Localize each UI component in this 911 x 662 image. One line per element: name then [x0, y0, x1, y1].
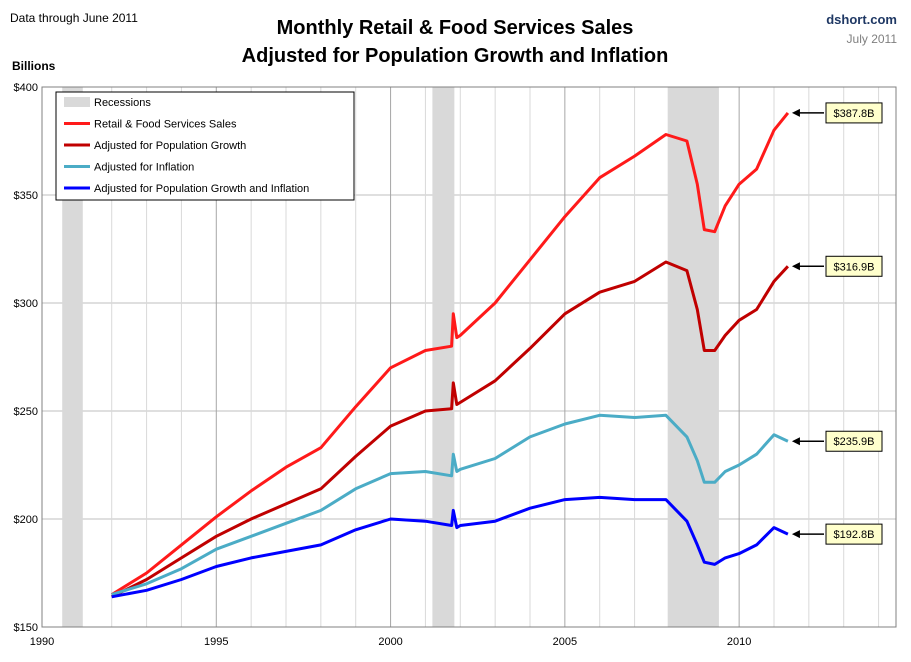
source-label: dshort.com: [826, 12, 897, 27]
end-label-box: [825, 430, 883, 452]
end-label-value: $387.8B: [834, 108, 875, 120]
legend-label: Adjusted for Population Growth: [94, 140, 246, 152]
plot-frame: [41, 86, 897, 628]
x-tick-label: 2005: [553, 636, 577, 648]
x-tick-label: 1995: [204, 636, 228, 648]
end-label-box: [825, 255, 883, 277]
x-axis-ticks: 1990 1995 2000 2005 2010: [30, 636, 752, 648]
date-label: July 2011: [847, 32, 898, 46]
end-label-arrowhead: [791, 530, 800, 539]
end-label-arrowhead: [791, 437, 800, 446]
y-axis-ticks: $150 $200 $250 $300 $350 $400: [14, 82, 38, 634]
chart-title-line1: Monthly Retail & Food Services Sales: [277, 17, 634, 39]
series-line-3: [111, 413, 789, 597]
x-tick-label: 2000: [378, 636, 402, 648]
end-label-value: $235.9B: [834, 436, 875, 448]
legend-label: Adjusted for Inflation: [94, 162, 194, 174]
end-label-arrowhead: [791, 262, 800, 271]
y-axis-units: Billions: [12, 59, 56, 73]
recession-band: [432, 87, 455, 627]
legend-label: Recessions: [94, 97, 151, 109]
end-labels: $387.8B $316.9B $235.9B $192.8B: [791, 102, 883, 545]
y-tick-label: $350: [14, 190, 38, 202]
series-layer: [110, 111, 790, 599]
legend-swatch-recessions: [64, 97, 90, 107]
chart-title-line2: Adjusted for Population Growth and Infla…: [242, 45, 669, 67]
x-tick-label: 1990: [30, 636, 54, 648]
legend: Recessions Retail & Food Services Sales Ad…: [55, 91, 355, 201]
end-label-box: [825, 102, 883, 124]
y-tick-label: $400: [14, 82, 38, 94]
series-line-1: [110, 111, 790, 596]
series-line-4: [111, 495, 789, 599]
end-label-value: $192.8B: [834, 529, 875, 541]
legend-label: Retail & Food Services Sales: [94, 119, 237, 131]
legend-box: [55, 91, 355, 201]
y-tick-label: $200: [14, 514, 38, 526]
y-tick-label: $250: [14, 406, 38, 418]
series-line-2: [111, 260, 790, 599]
end-label-value: $316.9B: [834, 261, 875, 273]
data-note: Data through June 2011: [10, 11, 138, 25]
y-tick-label: $150: [14, 622, 38, 634]
end-label-box: [825, 523, 883, 545]
recession-band: [62, 87, 83, 627]
end-label-arrowhead: [791, 108, 800, 117]
x-tick-label: 2010: [727, 636, 751, 648]
legend-label: Adjusted for Population Growth and Infla…: [94, 183, 309, 195]
y-tick-label: $300: [14, 298, 38, 310]
